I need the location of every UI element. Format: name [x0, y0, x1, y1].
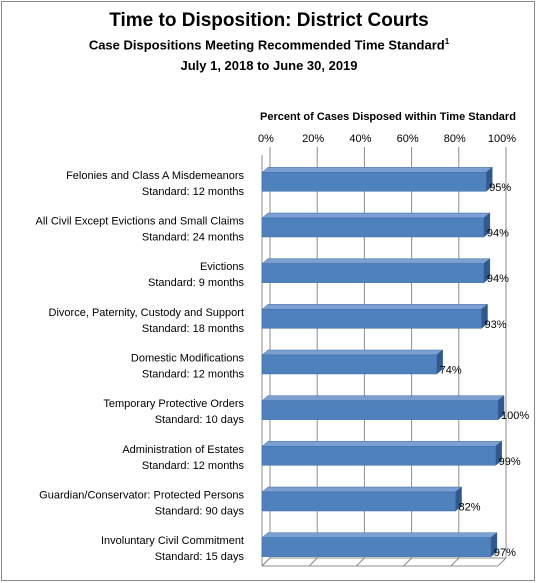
x-tick-label: 100% [488, 133, 516, 145]
bar [261, 172, 487, 192]
bar-top [261, 395, 505, 401]
date-range: July 1, 2018 to June 30, 2019 [180, 58, 358, 73]
bar-group [261, 486, 463, 512]
subtitle-text: Case Dispositions Meeting Recommended Ti… [88, 37, 445, 53]
data-label: 99% [499, 456, 521, 468]
category-label: Felonies and Class A Misdemeanors [66, 170, 244, 182]
chart-title: Time to Disposition: District Courts [109, 10, 429, 31]
category-standard: Standard: 90 days [155, 506, 245, 518]
category-label: Domestic Modifications [131, 353, 245, 365]
bar-top [261, 532, 498, 538]
category-label: Evictions [200, 261, 245, 273]
bar-top [261, 258, 491, 264]
bar [261, 263, 485, 283]
category-standard: Standard: 18 months [142, 323, 245, 335]
bar-group [261, 349, 444, 375]
bar-group [261, 440, 503, 466]
bar-group [261, 212, 491, 238]
bar-top [261, 441, 503, 447]
bar-top [261, 486, 463, 493]
x-tick-label: 0% [258, 133, 274, 145]
category-label: Temporary Protective Orders [103, 398, 244, 410]
data-label: 74% [440, 365, 462, 377]
data-label: 97% [494, 547, 516, 559]
category-standard: Standard: 24 months [142, 232, 245, 244]
bar-top [261, 349, 444, 356]
category-standard: Standard: 9 months [148, 277, 245, 289]
category-label: Administration of Estates [122, 444, 244, 456]
x-tick-label: 60% [397, 133, 419, 145]
category-standard: Standard: 10 days [155, 414, 245, 426]
bar [261, 400, 499, 420]
gridline-floor [497, 557, 507, 567]
bar [261, 491, 456, 512]
category-label: Involuntary Civil Commitment [101, 535, 244, 547]
category-standard: Standard: 12 months [142, 186, 245, 198]
gridline-floor [261, 557, 271, 567]
gridline-floor [356, 557, 365, 567]
bar-group [261, 532, 498, 558]
category-label: Divorce, Paternity, Custody and Support [49, 307, 244, 319]
bar-top [261, 167, 493, 173]
category-label: All Civil Except Evictions and Small Cla… [36, 216, 245, 228]
category-label: Guardian/Conservator: Protected Persons [39, 490, 244, 502]
data-label: 94% [487, 273, 509, 285]
gridline-floor [308, 557, 318, 567]
category-standard: Standard: 12 months [142, 369, 245, 381]
data-label: 100% [501, 410, 529, 422]
data-label: 95% [489, 182, 511, 194]
x-tick-label: 80% [444, 133, 466, 145]
x-axis-title: Percent of Cases Disposed within Time St… [260, 111, 516, 123]
x-tick-label: 20% [302, 133, 324, 145]
bar-group [261, 258, 491, 284]
chart-subtitle: Case Dispositions Meeting Recommended Ti… [0, 37, 538, 52]
category-standard: Standard: 15 days [155, 551, 245, 563]
gridline-floor [450, 557, 460, 567]
data-label: 82% [459, 502, 481, 514]
bar [261, 309, 482, 329]
subtitle-footnote: 1 [444, 37, 450, 46]
bar [261, 354, 437, 375]
bar [261, 446, 496, 466]
bar [261, 217, 485, 238]
bar-group [261, 303, 489, 329]
gridline-floor [403, 557, 412, 567]
bar-top [261, 304, 489, 310]
bar-group [261, 395, 505, 421]
x-tick-label: 40% [349, 133, 371, 145]
category-standard: Standard: 12 months [142, 460, 245, 472]
data-label: 94% [487, 228, 509, 240]
data-label: 93% [484, 319, 506, 331]
bar-group [261, 166, 493, 192]
bar-top [261, 212, 491, 219]
bar [261, 537, 492, 557]
